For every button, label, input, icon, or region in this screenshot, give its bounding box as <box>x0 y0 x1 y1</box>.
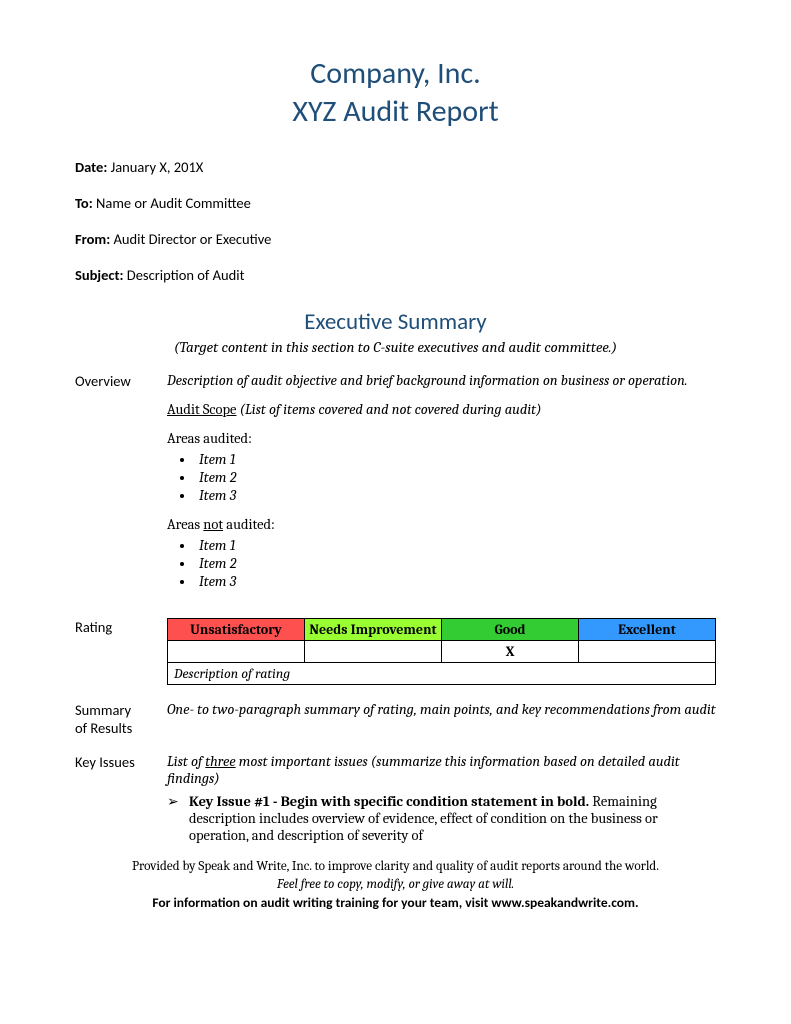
rating-header-cell: Unsatisfactory <box>168 619 305 641</box>
summary-text: One- to two-paragraph summary of rating,… <box>167 701 716 737</box>
meta-to: To: Name or Audit Committee <box>75 194 716 212</box>
audit-scope-paren: (List of items covered and not covered d… <box>236 401 541 418</box>
rating-body: Unsatisfactory Needs Improvement Good Ex… <box>167 618 716 685</box>
list-item: Item 3 <box>195 487 716 504</box>
rating-row: Rating Unsatisfactory Needs Improvement … <box>75 618 716 685</box>
areas-not-audited-list: Item 1 Item 2 Item 3 <box>195 537 716 590</box>
areas-not-u: not <box>203 516 223 533</box>
footer: Provided by Speak and Write, Inc. to imp… <box>75 858 716 912</box>
document-page: Company, Inc. XYZ Audit Report Date: Jan… <box>0 0 791 942</box>
meta-block: Date: January X, 201X To: Name or Audit … <box>75 158 716 284</box>
rating-header-cell: Excellent <box>579 619 716 641</box>
areas-audited-label: Areas audited: <box>167 430 716 447</box>
overview-row: Overview Description of audit objective … <box>75 372 716 602</box>
summary-label-1: Summary <box>75 701 167 719</box>
audit-scope-label: Audit Scope <box>167 401 236 418</box>
rating-header-cell: Good <box>442 619 579 641</box>
rating-mark-cell: X <box>442 641 579 663</box>
date-value: January X, 201X <box>107 158 203 176</box>
list-item: Item 1 <box>195 537 716 554</box>
keyissues-intro-u: three <box>205 753 235 770</box>
keyissues-body: List of three most important issues (sum… <box>167 753 716 844</box>
keyissues-intro-post: most important issues (summarize this in… <box>167 753 680 787</box>
to-value: Name or Audit Committee <box>93 194 251 212</box>
footer-line-2: Feel free to copy, modify, or give away … <box>75 876 716 894</box>
key-issue-item: ➢ Key Issue #1 - Begin with specific con… <box>167 793 716 844</box>
footer-line-1: Provided by Speak and Write, Inc. to imp… <box>75 858 716 876</box>
audit-scope-line: Audit Scope (List of items covered and n… <box>167 401 716 418</box>
rating-table: Unsatisfactory Needs Improvement Good Ex… <box>167 618 716 685</box>
list-item: Item 2 <box>195 469 716 486</box>
key-issue-body: Key Issue #1 - Begin with specific condi… <box>189 793 716 844</box>
exec-summary-heading: Executive Summary <box>75 308 716 336</box>
keyissues-label: Key Issues <box>75 753 167 844</box>
overview-label: Overview <box>75 372 167 602</box>
rating-label: Rating <box>75 618 167 685</box>
report-title: XYZ Audit Report <box>75 93 716 131</box>
date-label: Date: <box>75 158 107 176</box>
company-title: Company, Inc. <box>75 55 716 93</box>
arrow-icon: ➢ <box>167 793 189 844</box>
overview-body: Description of audit objective and brief… <box>167 372 716 602</box>
keyissues-row: Key Issues List of three most important … <box>75 753 716 844</box>
areas-not-audited-label: Areas not audited: <box>167 516 716 533</box>
subject-value: Description of Audit <box>124 266 245 284</box>
to-label: To: <box>75 194 93 212</box>
meta-from: From: Audit Director or Executive <box>75 230 716 248</box>
rating-mark-cell <box>579 641 716 663</box>
rating-mark-cell <box>168 641 305 663</box>
key-issue-title: Key Issue #1 - Begin with specific condi… <box>189 793 589 810</box>
rating-desc-row: Description of rating <box>168 663 716 685</box>
rating-header-cell: Needs Improvement <box>305 619 442 641</box>
rating-desc-cell: Description of rating <box>168 663 716 685</box>
subject-label: Subject: <box>75 266 124 284</box>
rating-mark-cell <box>305 641 442 663</box>
summary-label-2: of Results <box>75 719 167 737</box>
list-item: Item 2 <box>195 555 716 572</box>
footer-line-3: For information on audit writing trainin… <box>75 894 716 912</box>
rating-header-row: Unsatisfactory Needs Improvement Good Ex… <box>168 619 716 641</box>
exec-summary-subtitle: (Target content in this section to C-sui… <box>75 338 716 356</box>
from-value: Audit Director or Executive <box>110 230 271 248</box>
rating-mark-row: X <box>168 641 716 663</box>
areas-not-pre: Areas <box>167 516 203 533</box>
areas-audited-list: Item 1 Item 2 Item 3 <box>195 451 716 504</box>
keyissues-intro: List of three most important issues (sum… <box>167 753 716 787</box>
overview-desc: Description of audit objective and brief… <box>167 372 716 389</box>
list-item: Item 1 <box>195 451 716 468</box>
list-item: Item 3 <box>195 573 716 590</box>
meta-date: Date: January X, 201X <box>75 158 716 176</box>
from-label: From: <box>75 230 110 248</box>
summary-label: Summary of Results <box>75 701 167 737</box>
areas-not-post: audited: <box>223 516 275 533</box>
keyissues-intro-pre: List of <box>167 753 205 770</box>
meta-subject: Subject: Description of Audit <box>75 266 716 284</box>
summary-row: Summary of Results One- to two-paragraph… <box>75 701 716 737</box>
